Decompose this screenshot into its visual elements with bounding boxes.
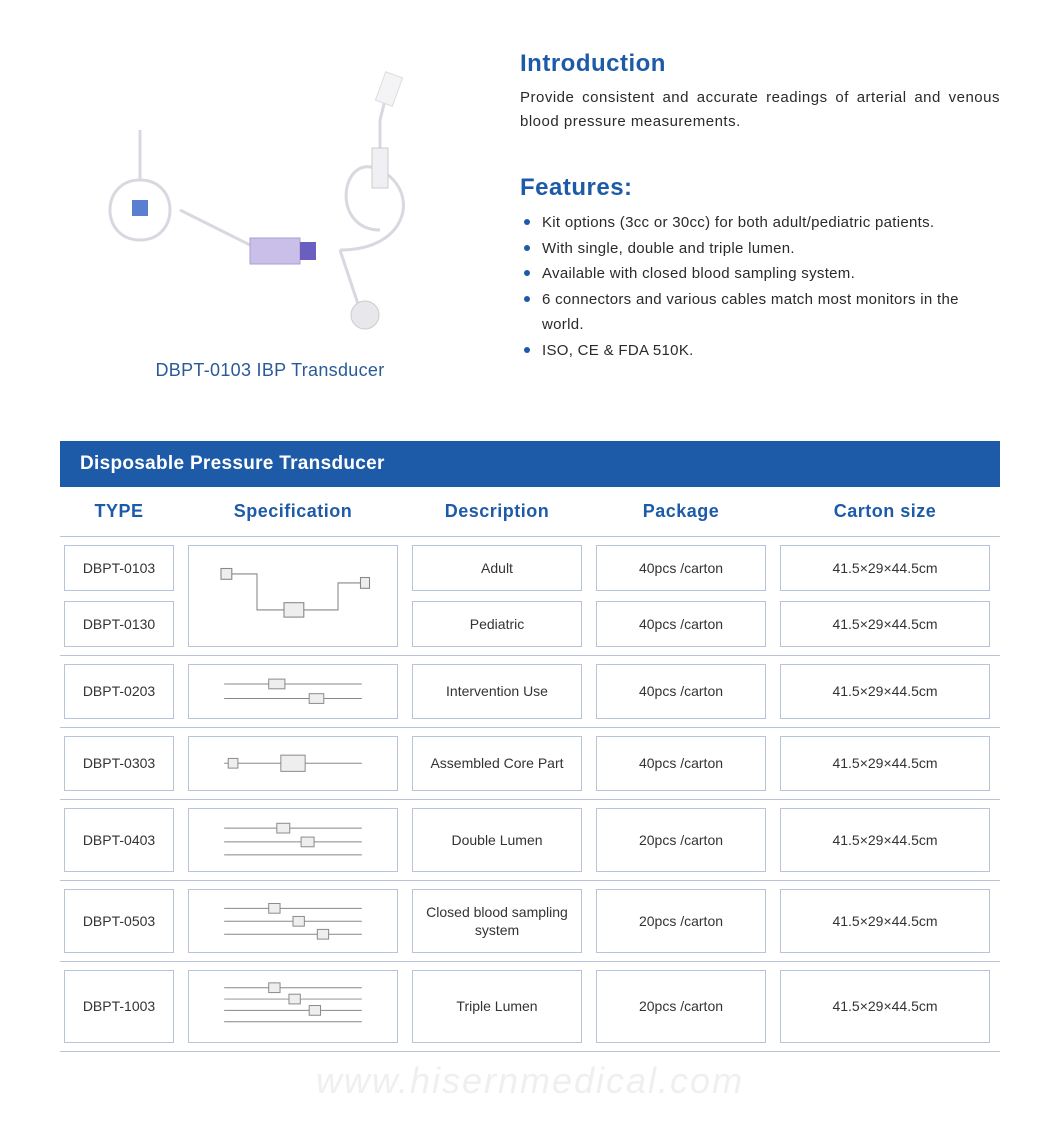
package-cell: 20pcs /carton (596, 889, 766, 953)
col-header-carton: Carton size (780, 501, 990, 522)
description-cell: Adult (412, 545, 582, 591)
type-cell: DBPT-1003 (64, 970, 174, 1043)
product-image (80, 60, 460, 340)
spec-cell (188, 970, 398, 1043)
carton-cell: 41.5×29×44.5cm (780, 736, 990, 791)
features-title: Features: (520, 174, 1000, 202)
table-body: DBPT-0103 DBPT-0130 Adult 40pcs /carton 41.5… (60, 537, 1000, 1052)
package-cell: 40pcs /carton (596, 664, 766, 719)
carton-cell: 41.5×29×44.5cm (780, 889, 990, 953)
table-row: DBPT-1003 Triple Lumen20pcs /carton41.5×2… (60, 962, 1000, 1052)
type-cell: DBPT-0203 (64, 664, 174, 719)
carton-cell: 41.5×29×44.5cm (780, 808, 990, 872)
table-row: DBPT-0503 Closed blood sampling system20p… (60, 881, 1000, 962)
type-cell: DBPT-0303 (64, 736, 174, 791)
description-cell: Assembled Core Part (412, 736, 582, 791)
spec-cell (188, 808, 398, 872)
type-cell: DBPT-0503 (64, 889, 174, 953)
feature-item: ISO, CE & FDA 510K. (524, 338, 1000, 364)
transducer-illustration (80, 60, 460, 340)
description-cell: Triple Lumen (412, 970, 582, 1043)
spec-cell (188, 889, 398, 953)
table-title: Disposable Pressure Transducer (60, 441, 1000, 487)
carton-cell: 41.5×29×44.5cm (780, 970, 990, 1043)
table-header-row: TYPE Specification Description Package C… (60, 487, 1000, 537)
package-cell: 40pcs /carton (596, 601, 766, 647)
intro-body: Provide consistent and accurate readings… (520, 86, 1000, 134)
features-list: Kit options (3cc or 30cc) for both adult… (520, 210, 1000, 363)
col-header-type: TYPE (64, 501, 174, 522)
watermark: www.hisernmedical.com (0, 1060, 1060, 1102)
feature-item: Kit options (3cc or 30cc) for both adult… (524, 210, 1000, 236)
package-cell: 20pcs /carton (596, 808, 766, 872)
description-cell: Intervention Use (412, 664, 582, 719)
table-row: DBPT-0203 Intervention Use 40pcs /carton 41… (60, 656, 1000, 728)
top-section: DBPT-0103 IBP Transducer Introduction Pr… (60, 40, 1000, 381)
product-column: DBPT-0103 IBP Transducer (60, 40, 480, 381)
text-column: Introduction Provide consistent and accu… (520, 40, 1000, 381)
spec-cell (188, 736, 398, 791)
intro-title: Introduction (520, 50, 1000, 78)
col-header-description: Description (412, 501, 582, 522)
col-header-package: Package (596, 501, 766, 522)
description-cell: Closed blood sampling system (412, 889, 582, 953)
col-header-spec: Specification (188, 501, 398, 522)
table-row: DBPT-0103 DBPT-0130 Adult 40pcs /carton 41.5… (60, 537, 1000, 656)
carton-cell: 41.5×29×44.5cm (780, 545, 990, 591)
table-row: DBPT-0403 Double Lumen20pcs /carton41.5×2… (60, 800, 1000, 881)
type-cell: DBPT-0403 (64, 808, 174, 872)
description-cell: Pediatric (412, 601, 582, 647)
description-cell: Double Lumen (412, 808, 582, 872)
package-cell: 20pcs /carton (596, 970, 766, 1043)
package-cell: 40pcs /carton (596, 545, 766, 591)
feature-item: 6 connectors and various cables match mo… (524, 287, 1000, 338)
product-caption: DBPT-0103 IBP Transducer (156, 360, 385, 381)
feature-item: With single, double and triple lumen. (524, 236, 1000, 262)
package-cell: 40pcs /carton (596, 736, 766, 791)
carton-cell: 41.5×29×44.5cm (780, 601, 990, 647)
type-cell: DBPT-0103 (64, 545, 174, 591)
type-cell: DBPT-0130 (64, 601, 174, 647)
spec-cell (188, 545, 398, 647)
carton-cell: 41.5×29×44.5cm (780, 664, 990, 719)
table-row: DBPT-0303 Assembled Core Part 40pcs /carto… (60, 728, 1000, 800)
spec-table: Disposable Pressure Transducer TYPE Spec… (60, 441, 1000, 1052)
feature-item: Available with closed blood sampling sys… (524, 261, 1000, 287)
spec-cell (188, 664, 398, 719)
